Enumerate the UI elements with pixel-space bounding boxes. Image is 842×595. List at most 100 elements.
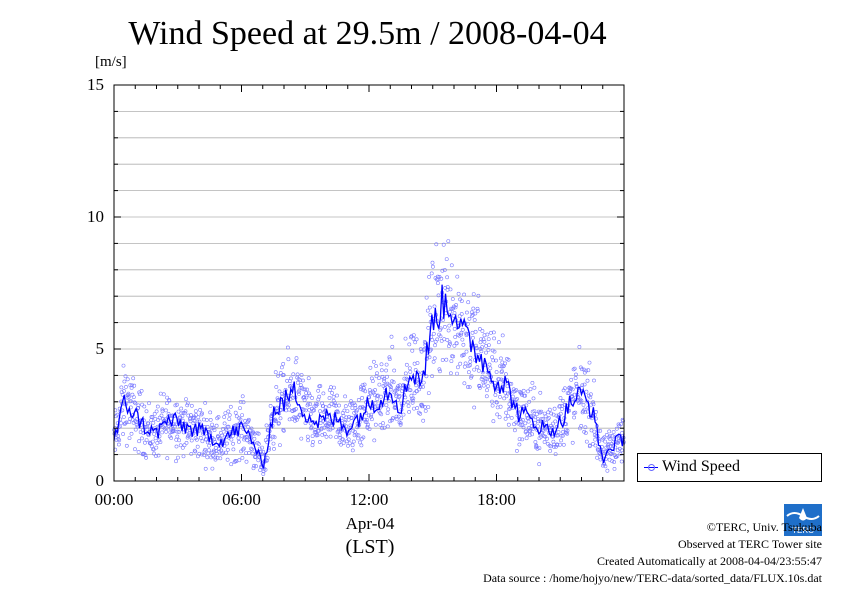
scatter-point: [399, 401, 404, 406]
scatter-point: [464, 349, 469, 354]
scatter-point: [579, 423, 584, 428]
scatter-point: [160, 409, 165, 414]
scatter-point: [137, 439, 142, 444]
scatter-point: [187, 432, 192, 437]
scatter-point: [359, 443, 364, 448]
scatter-point: [551, 421, 555, 426]
scatter-point: [500, 369, 505, 374]
scatter-point: [187, 434, 192, 439]
scatter-point: [494, 400, 499, 405]
scatter-point: [192, 419, 197, 423]
scatter-point: [580, 367, 584, 372]
scatter-point: [588, 443, 592, 448]
scatter-point: [407, 409, 412, 414]
scatter-point: [601, 436, 606, 441]
scatter-point: [232, 460, 237, 464]
scatter-point: [436, 293, 441, 298]
scatter-point: [477, 327, 482, 331]
scatter-point: [379, 362, 384, 367]
scatter-point: [506, 422, 511, 427]
scatter-point: [449, 359, 454, 364]
scatter-point: [555, 433, 560, 438]
scatter-point: [513, 428, 517, 433]
scatter-point: [281, 361, 286, 366]
scatter-point: [532, 409, 537, 414]
scatter-point: [394, 414, 399, 419]
scatter-point: [527, 399, 532, 404]
credit-copyright: ©TERC, Univ. Tsukuba: [706, 520, 822, 534]
scatter-point: [340, 437, 345, 442]
scatter-point: [504, 410, 509, 415]
scatter-point: [503, 416, 508, 421]
scatter-point: [406, 404, 411, 408]
scatter-point: [457, 314, 462, 319]
scatter-point: [534, 444, 539, 449]
scatter-point: [427, 305, 432, 310]
scatter-point: [218, 456, 223, 461]
scatter-point: [366, 422, 371, 427]
scatter-point: [467, 385, 472, 389]
scatter-point: [239, 433, 244, 438]
scatter-point: [273, 370, 278, 375]
scatter-point: [536, 424, 540, 429]
scatter-point: [389, 418, 394, 423]
scatter-point: [431, 331, 436, 336]
scatter-point: [120, 392, 125, 397]
scatter-point: [310, 443, 315, 448]
scatter-point: [521, 388, 526, 393]
scatter-point: [572, 415, 577, 420]
scatter-point: [486, 384, 490, 389]
scatter-point: [306, 376, 311, 381]
scatter-point: [372, 438, 377, 443]
scatter-point: [159, 413, 164, 418]
scatter-point: [350, 443, 355, 448]
scatter-point: [228, 404, 233, 409]
scatter-point: [421, 384, 425, 389]
scatter-point: [295, 380, 300, 385]
scatter-point: [198, 435, 203, 440]
scatter-point: [125, 377, 130, 382]
scatter-point: [256, 458, 261, 463]
scatter-point: [195, 419, 200, 424]
scatter-point: [403, 336, 408, 341]
scatter-point: [311, 439, 315, 444]
scatter-point: [153, 436, 158, 441]
scatter-point: [462, 364, 467, 369]
scatter-point: [490, 403, 495, 408]
scatter-point: [459, 312, 464, 316]
scatter-point: [240, 394, 245, 399]
scatter-point: [492, 336, 497, 341]
scatter-point: [564, 422, 568, 427]
scatter-point: [444, 257, 449, 262]
scatter-point: [462, 381, 467, 386]
scatter-point: [208, 417, 213, 422]
scatter-point: [511, 394, 515, 399]
scatter-point: [412, 406, 416, 411]
scatter-point: [328, 434, 333, 439]
scatter-point: [242, 435, 247, 440]
scatter-point: [116, 437, 121, 441]
scatter-point: [509, 381, 514, 386]
scatter-point: [203, 466, 208, 471]
scatter-point: [136, 450, 141, 454]
scatter-point: [285, 345, 290, 350]
scatter-point: [607, 436, 612, 441]
scatter-point: [307, 391, 311, 396]
scatter-point: [455, 365, 460, 370]
scatter-point: [549, 411, 554, 416]
scatter-point: [565, 428, 570, 433]
scatter-point: [256, 431, 261, 436]
scatter-point: [350, 448, 355, 453]
scatter-point: [418, 411, 423, 416]
scatter-point: [609, 444, 613, 449]
scatter-point: [530, 432, 535, 437]
scatter-point: [130, 383, 135, 388]
scatter-point: [509, 415, 514, 420]
scatter-point: [473, 329, 478, 334]
scatter-point: [176, 455, 180, 460]
scatter-point: [139, 388, 144, 393]
scatter-point: [212, 437, 217, 442]
scatter-point: [570, 440, 575, 445]
scatter-point: [323, 405, 328, 410]
scatter-point: [278, 371, 283, 375]
